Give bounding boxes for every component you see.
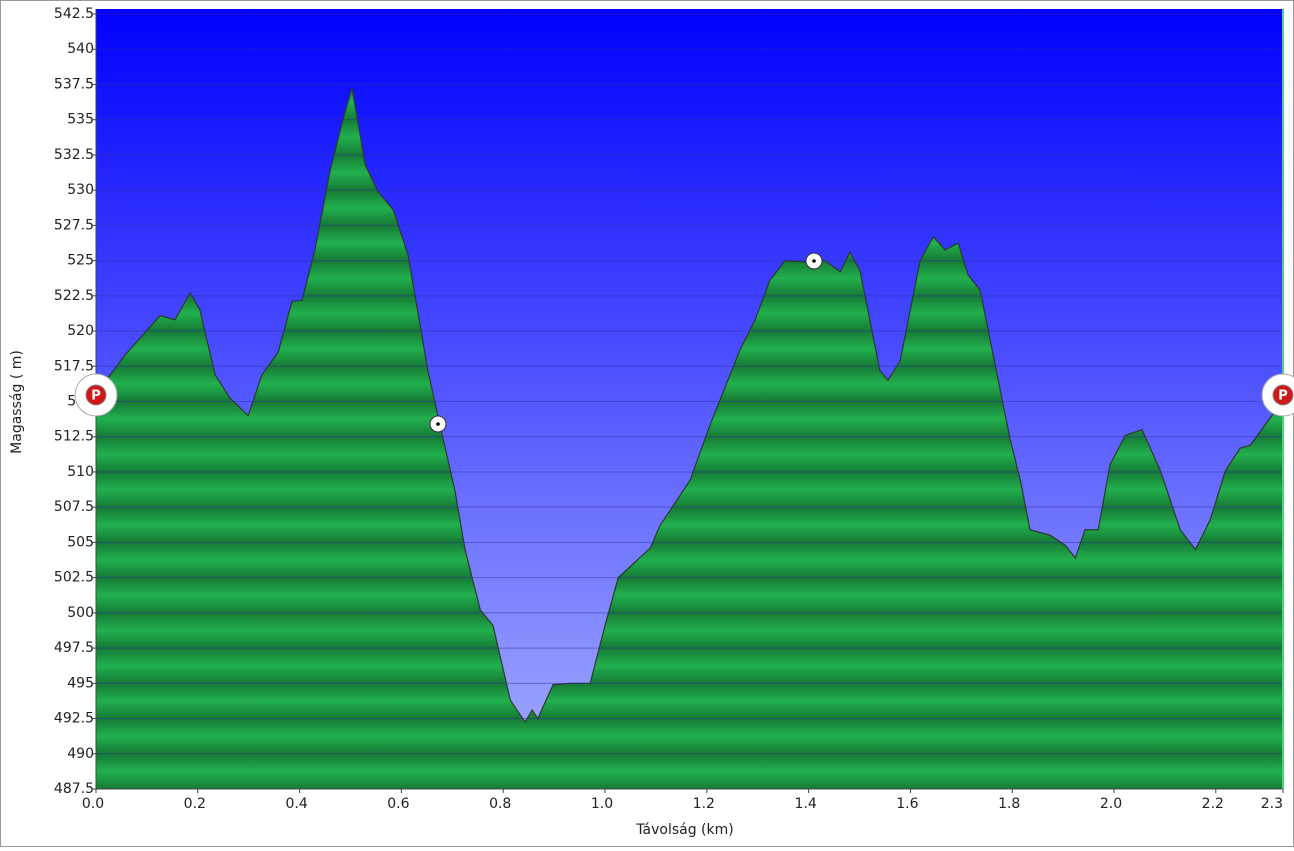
y-tick-label: 495 [67, 675, 94, 691]
y-tick-label: 517.5 [54, 358, 94, 374]
y-tick-label: 507.5 [54, 499, 94, 515]
y-tick-label: 522.5 [54, 288, 94, 304]
x-tick-label: 2.3 [1261, 796, 1283, 812]
elevation-line [95, 87, 1284, 724]
y-tick-label: 527.5 [54, 217, 94, 233]
y-tick-label: 490 [67, 746, 94, 762]
x-tick-label: 0.8 [489, 796, 511, 812]
y-tick-label: 500 [67, 605, 94, 621]
y-tick-label: 510 [67, 464, 94, 480]
y-tick-label: 512.5 [54, 429, 94, 445]
y-tick-label: 537.5 [54, 76, 94, 92]
y-axis-label: Magasság ( m) [9, 350, 25, 454]
y-tick-label: 502.5 [54, 570, 94, 586]
x-tick-label: 0.6 [387, 796, 409, 812]
y-tick-label: 540 [67, 41, 94, 57]
parking-icon: P [1261, 373, 1294, 417]
x-axis-label: Távolság (km) [635, 822, 733, 838]
y-tick-label: 492.5 [54, 711, 94, 727]
y-tick-label: 532.5 [54, 147, 94, 163]
x-tick-label: 1.0 [591, 796, 613, 812]
elevation-area [96, 87, 1283, 789]
y-tick-label: 487.5 [54, 781, 94, 797]
y-tick-label: 535 [67, 112, 94, 128]
x-tick-label: 1.2 [693, 796, 715, 812]
y-tick-label: 520 [67, 323, 94, 339]
svg-text:P: P [1278, 389, 1288, 404]
x-tick-label: 1.8 [998, 796, 1020, 812]
x-tick-label: 0.0 [82, 796, 104, 812]
x-tick-label: 0.2 [184, 796, 206, 812]
y-tick-label: 505 [67, 534, 94, 550]
waypoint [805, 252, 823, 270]
y-tick-label: 530 [67, 182, 94, 198]
waypoint [429, 415, 447, 433]
x-tick-label: 0.4 [285, 796, 307, 812]
x-tick-label: 2.2 [1202, 796, 1224, 812]
x-tick-label: 1.6 [896, 796, 918, 812]
svg-text:P: P [91, 389, 101, 404]
y-tick-label: 525 [67, 253, 94, 269]
y-tick-label: 542.5 [54, 6, 94, 22]
x-tick-label: 2.0 [1100, 796, 1122, 812]
y-tick-label: 497.5 [54, 640, 94, 656]
parking-icon: P [74, 373, 118, 417]
x-tick-label: 1.4 [794, 796, 816, 812]
